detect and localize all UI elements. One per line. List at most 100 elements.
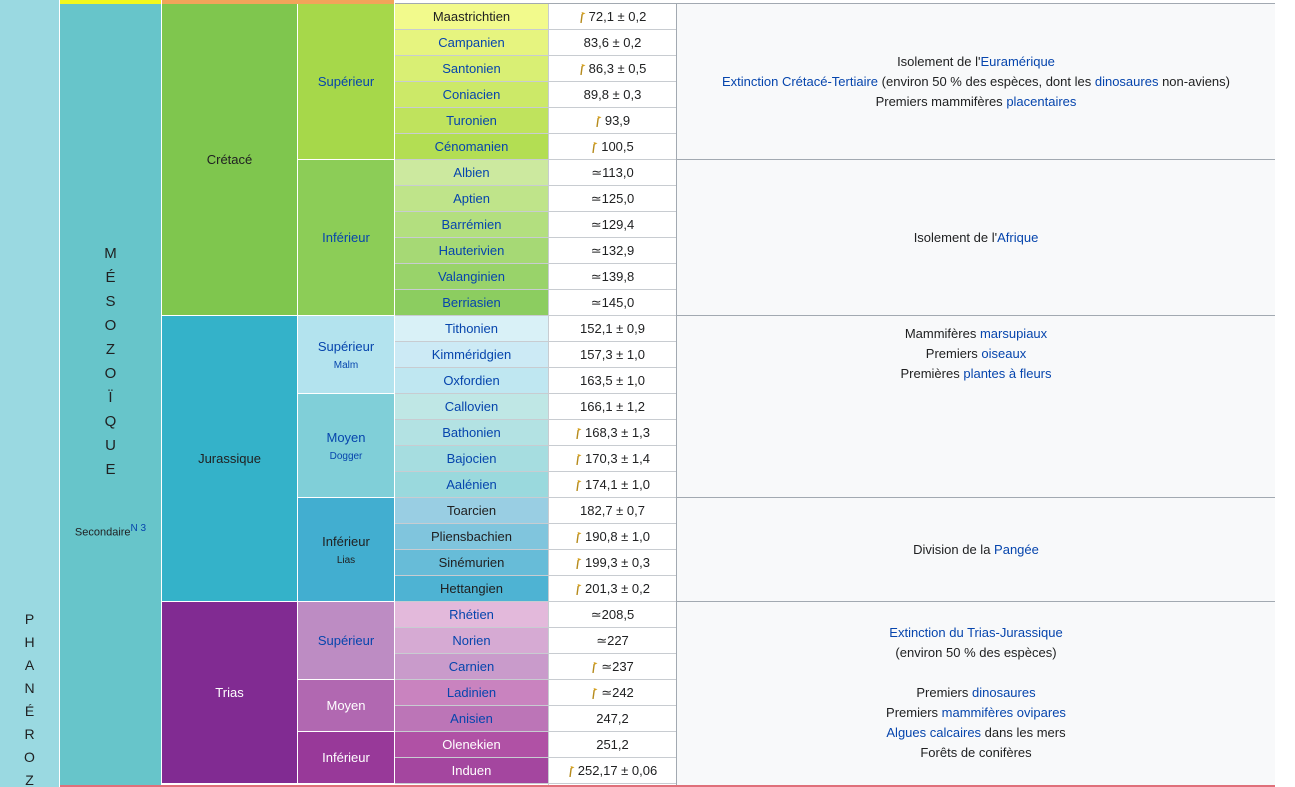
stage-name[interactable]: Olenekien — [442, 737, 501, 752]
stage-name[interactable]: Aptien — [453, 191, 490, 206]
gssp-golden-spike-icon[interactable] — [591, 687, 598, 699]
gssp-golden-spike-icon[interactable] — [575, 557, 582, 569]
gssp-golden-spike-icon[interactable] — [575, 427, 582, 439]
stage-cell: Pliensbachien — [395, 524, 548, 549]
epoch-subname[interactable]: Dogger — [329, 450, 363, 462]
gssp-golden-spike-icon[interactable] — [575, 583, 582, 595]
stage-cell[interactable]: Turonien — [395, 108, 548, 133]
period-name: Crétacé — [206, 152, 253, 167]
stage-name[interactable]: Bajocien — [446, 451, 497, 466]
epoch-name[interactable]: Inférieur — [322, 230, 370, 245]
stage-name[interactable]: Kimméridgien — [431, 347, 512, 362]
stage-cell[interactable]: Carnien — [395, 654, 548, 679]
stage-cell[interactable]: Anisien — [395, 706, 548, 731]
stage-name[interactable]: Carnien — [448, 659, 495, 674]
stage-cell[interactable]: Campanien — [395, 30, 548, 55]
stage-name[interactable]: Anisien — [450, 711, 493, 726]
gssp-golden-spike-icon[interactable] — [575, 479, 582, 491]
stage-cell[interactable]: Tithonien — [395, 316, 548, 341]
gssp-golden-spike-icon[interactable] — [568, 765, 575, 777]
stage-name[interactable]: Norien — [452, 633, 491, 648]
stage-cell[interactable]: Hauterivien — [395, 238, 548, 263]
stage-cell[interactable]: Bajocien — [395, 446, 548, 471]
stage-name[interactable]: Turonien — [446, 113, 497, 128]
event-line: (environ 50 % des espèces) — [895, 643, 1056, 663]
stage-cell[interactable]: Santonien — [395, 56, 548, 81]
stage-cell[interactable]: Cénomanien — [395, 134, 548, 159]
event-link[interactable]: mammifères ovipares — [941, 704, 1066, 720]
stage-name[interactable]: Coniacien — [442, 87, 501, 102]
stage-name[interactable]: Aalénien — [446, 477, 497, 492]
event-link[interactable]: marsupiaux — [979, 326, 1048, 341]
epoch-name[interactable]: Supérieur — [317, 74, 375, 89]
stage-cell[interactable]: Aptien — [395, 186, 548, 211]
epoch-cell: Inférieur Lias — [298, 498, 394, 601]
event-link[interactable]: placentaires — [1006, 93, 1077, 109]
stage-name[interactable]: Cénomanien — [434, 139, 509, 154]
event-link[interactable]: oiseaux — [981, 346, 1027, 361]
event-link[interactable]: Pangée — [994, 541, 1039, 557]
age-cell: 251,2 — [549, 732, 676, 757]
stage-cell[interactable]: Bathonien — [395, 420, 548, 445]
stage-name[interactable]: Valanginien — [438, 269, 505, 284]
stage-cell[interactable]: Induen — [395, 758, 548, 783]
stage-name[interactable]: Albien — [453, 165, 490, 180]
epoch-subname[interactable]: Lias — [336, 554, 356, 566]
stage-name[interactable]: Hauterivien — [438, 243, 505, 258]
stage-name[interactable]: Ladinien — [446, 685, 497, 700]
stage-cell[interactable]: Rhétien — [395, 602, 548, 627]
event-link[interactable]: plantes à fleurs — [963, 366, 1052, 381]
age-cell: ≃237 — [549, 654, 676, 679]
stage-cell[interactable]: Ladinien — [395, 680, 548, 705]
column-divider — [676, 4, 677, 785]
event-link[interactable]: Euramérique — [980, 53, 1055, 69]
stage-cell[interactable]: Norien — [395, 628, 548, 653]
stage-name[interactable]: Santonien — [442, 61, 501, 76]
epoch-name[interactable]: Supérieur — [317, 633, 375, 648]
epoch-name[interactable]: Supérieur — [317, 338, 375, 354]
event-link[interactable]: Afrique — [997, 229, 1039, 245]
age-cell: 199,3 ± 0,3 — [549, 550, 676, 575]
stage-name[interactable]: Tithonien — [445, 321, 498, 336]
event-link[interactable]: Algues calcaires — [886, 724, 982, 740]
stage-cell[interactable]: Kimméridgien — [395, 342, 548, 367]
stage-name[interactable]: Induen — [451, 763, 492, 778]
age-cell: 190,8 ± 1,0 — [549, 524, 676, 549]
stage-name[interactable]: Oxfordien — [443, 373, 500, 388]
stage-name[interactable]: Rhétien — [449, 607, 494, 622]
era-note-link[interactable]: N 3 — [130, 523, 147, 534]
event-link[interactable]: Extinction du Trias-Jurassique — [889, 624, 1063, 640]
event-link[interactable]: Extinction Crétacé-Tertiaire — [721, 73, 879, 89]
stage-cell[interactable]: Oxfordien — [395, 368, 548, 393]
stage-cell[interactable]: Albien — [395, 160, 548, 185]
gssp-golden-spike-icon[interactable] — [591, 141, 598, 153]
stage-cell[interactable]: Olenekien — [395, 732, 548, 757]
gssp-golden-spike-icon[interactable] — [575, 453, 582, 465]
stage-name: Sinémurien — [438, 555, 505, 570]
stage-cell[interactable]: Valanginien — [395, 264, 548, 289]
stage-cell[interactable]: Coniacien — [395, 82, 548, 107]
gssp-golden-spike-icon[interactable] — [579, 11, 586, 23]
stage-cell[interactable]: Callovien — [395, 394, 548, 419]
gssp-golden-spike-icon[interactable] — [591, 661, 598, 673]
stage-cell[interactable]: Berriasien — [395, 290, 548, 315]
stage-name[interactable]: Callovien — [444, 399, 499, 414]
stage-name[interactable]: Campanien — [438, 35, 505, 50]
event-line: Mammifères marsupiaux — [905, 324, 1047, 344]
event-link[interactable]: dinosaures — [972, 684, 1036, 700]
gssp-golden-spike-icon[interactable] — [579, 63, 586, 75]
stage-name[interactable]: Barrémien — [441, 217, 502, 232]
event-link[interactable]: dinosaures — [1094, 73, 1159, 89]
age-cell: ≃208,5 — [549, 602, 676, 627]
eon-letter: R — [24, 726, 35, 742]
epoch-name[interactable]: Moyen — [326, 429, 366, 445]
gssp-golden-spike-icon[interactable] — [595, 115, 602, 127]
stage-cell[interactable]: Barrémien — [395, 212, 548, 237]
stage-cell[interactable]: Aalénien — [395, 472, 548, 497]
epoch-subname[interactable]: Malm — [333, 359, 359, 371]
stage-name[interactable]: Berriasien — [442, 295, 501, 310]
row-divider — [395, 211, 677, 212]
gssp-golden-spike-icon[interactable] — [575, 531, 582, 543]
stage-name[interactable]: Bathonien — [442, 425, 501, 440]
